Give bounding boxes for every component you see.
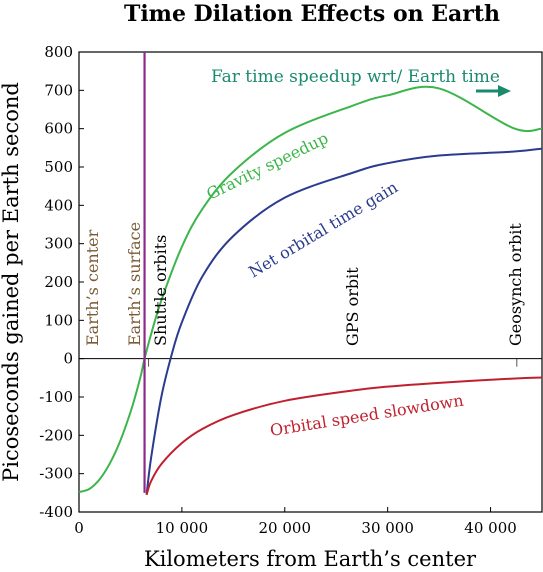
geosynch-orbit-label: Geosynch orbit — [506, 223, 525, 346]
gravity-speedup-label: Gravity speedup — [203, 128, 331, 203]
x-tick-label: 40 000 — [464, 519, 517, 537]
x-tick-label: 10 000 — [156, 519, 209, 537]
gps-orbit-label: GPS orbit — [343, 267, 362, 346]
series-line — [145, 147, 543, 495]
x-axis-ticks: 0 10 000 20 000 30 000 40 000 — [74, 507, 517, 537]
series-line — [145, 376, 543, 496]
far-time-speedup-label: Far time speedup wrt/ Earth time — [211, 67, 500, 87]
series-line — [78, 85, 543, 494]
y-tick-label: -100 — [39, 388, 73, 406]
chart-title: Time Dilation Effects on Earth — [124, 1, 500, 27]
y-tick-label: 700 — [44, 81, 73, 99]
x-axis-label: Kilometers from Earth’s center — [144, 547, 477, 571]
far-time-speedup-arrow-icon — [476, 85, 511, 97]
y-tick-label: -400 — [39, 503, 73, 521]
earths-center-label: Earth’s center — [83, 229, 102, 346]
shuttle-orbits-label: Shuttle orbits — [151, 235, 170, 346]
x-tick-label: 20 000 — [259, 519, 312, 537]
y-tick-label: -200 — [39, 426, 73, 444]
y-tick-label: 500 — [44, 158, 73, 176]
earths-surface-label: Earth’s surface — [125, 222, 144, 346]
y-tick-label: 0 — [63, 350, 73, 368]
y-tick-label: 200 — [44, 273, 73, 291]
y-tick-label: 400 — [44, 196, 73, 214]
y-tick-label: -300 — [39, 465, 73, 483]
y-tick-label: 100 — [44, 311, 73, 329]
y-axis-label: Picoseconds gained per Earth second — [0, 82, 23, 482]
y-axis-ticks: -400 -300 -200 -100 0 100 200 300 400 500 600 700 80… — [39, 43, 518, 521]
x-tick-label: 0 — [74, 519, 84, 537]
y-tick-label: 600 — [44, 120, 73, 138]
y-tick-label: 300 — [44, 235, 73, 253]
net-orbital-time-gain-label: Net orbital time gain — [245, 177, 401, 281]
series-lines — [78, 85, 543, 496]
x-tick-label: 30 000 — [361, 519, 414, 537]
y-tick-label: 800 — [44, 43, 73, 61]
